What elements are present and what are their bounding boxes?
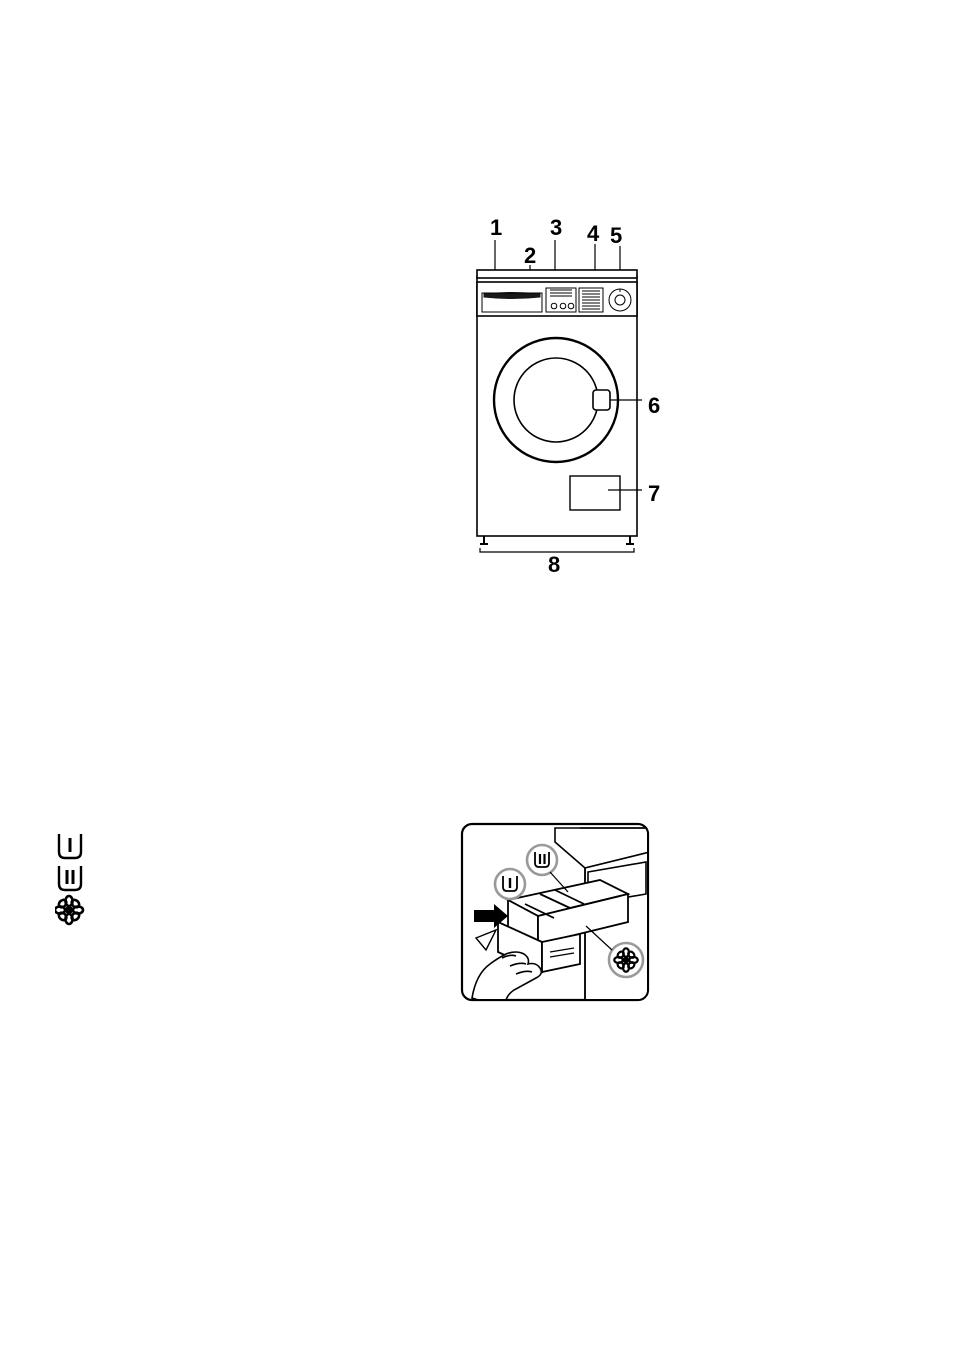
- callout-1: 1: [490, 215, 502, 241]
- flower-icon: [55, 896, 83, 924]
- page: 1 2 3 4 5 6 7 8: [0, 0, 954, 1351]
- callout-3: 3: [550, 215, 562, 241]
- flower-icon: [609, 943, 643, 977]
- compartment-symbols: [55, 832, 95, 932]
- callout-2: 2: [524, 243, 536, 269]
- callout-4: 4: [587, 221, 599, 247]
- callout-7: 7: [648, 481, 660, 507]
- compartment-2-icon: [59, 866, 81, 890]
- compartment-1-icon: [495, 869, 525, 899]
- compartment-2-icon: [527, 845, 557, 875]
- detergent-drawer-diagram: [460, 822, 650, 1002]
- compartment-1-icon: [59, 834, 81, 858]
- callout-8: 8: [548, 552, 560, 578]
- callout-5: 5: [610, 223, 622, 249]
- callout-6: 6: [648, 393, 660, 419]
- washing-machine-diagram: [460, 190, 720, 590]
